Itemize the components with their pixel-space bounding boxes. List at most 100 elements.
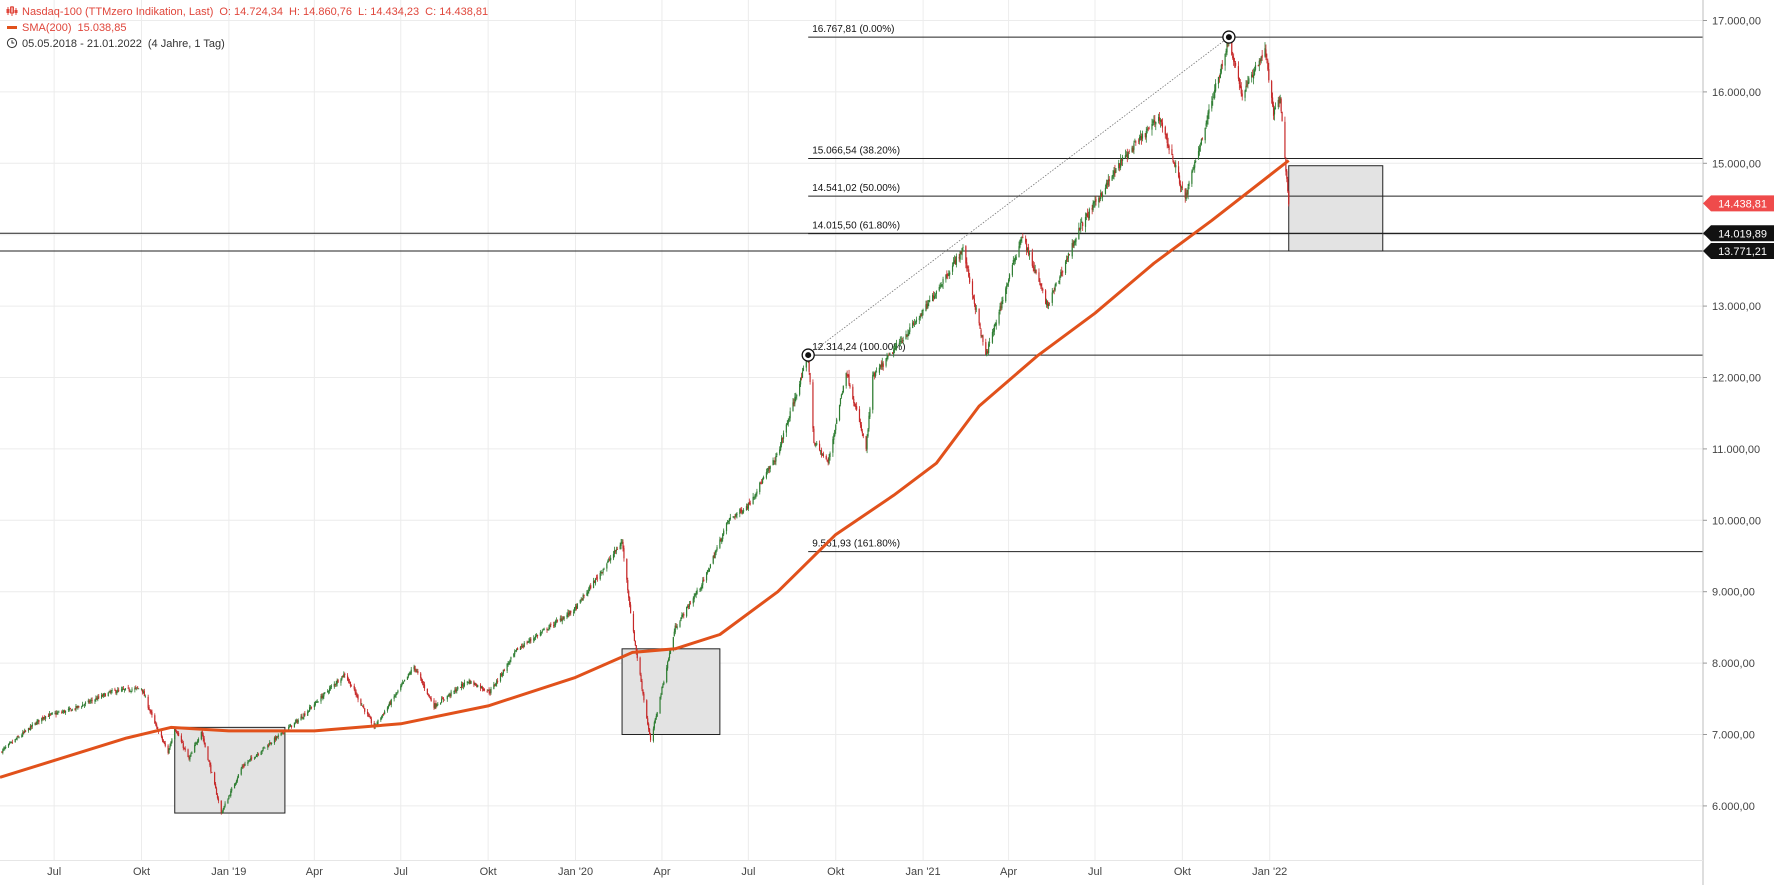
candle-body (689, 603, 692, 605)
candle-body (455, 689, 457, 692)
candle-body (18, 737, 20, 738)
candle-body (394, 695, 396, 697)
candle-body (888, 354, 890, 356)
candle-body (142, 691, 145, 693)
candle-body (760, 482, 762, 484)
candle-body (214, 772, 216, 785)
candle-body (872, 374, 874, 410)
candle-body (415, 670, 417, 672)
candle-body (180, 735, 182, 742)
candle-body (1061, 271, 1063, 273)
candle-body (816, 443, 818, 445)
candle-body (913, 323, 916, 325)
candle-body (555, 620, 558, 622)
candle-body (733, 516, 735, 518)
candle-body (315, 702, 317, 703)
candle-body (547, 629, 549, 631)
legend-range-row[interactable]: 05.05.2018 - 21.01.2022 (4 Jahre, 1 Tag) (6, 36, 488, 52)
candle-body (1026, 243, 1028, 252)
candle-body (109, 691, 111, 693)
candle-body (1284, 121, 1286, 158)
candle-body (919, 315, 921, 318)
candle-body (360, 699, 362, 705)
candle-body (593, 581, 596, 583)
candle-body (422, 683, 425, 685)
legend-sma-row[interactable]: SMA(200) 15.038,85 (6, 20, 488, 36)
candle-body (893, 349, 895, 355)
candle-body (353, 685, 355, 690)
grid-layer (0, 0, 1703, 860)
candle-body (729, 517, 731, 520)
candle-body (948, 273, 950, 276)
fib-trend-line[interactable] (807, 36, 1230, 356)
candle-body (98, 696, 100, 698)
candle-body (121, 689, 124, 690)
candle-body (160, 731, 163, 737)
highlight-box[interactable] (174, 726, 286, 814)
candle-body (176, 731, 178, 734)
x-tick-label: Jan '20 (558, 866, 593, 878)
candle-body (1253, 69, 1256, 75)
candle-body (242, 765, 244, 767)
candle-body (1191, 171, 1193, 184)
candle-body (1072, 243, 1074, 247)
candle-body (7, 743, 10, 747)
candle-body (1027, 247, 1030, 255)
candle-body (1124, 155, 1126, 159)
candle-body (922, 309, 924, 312)
candle-body (1165, 134, 1167, 136)
last-price-tag-label: 14.438,81 (1718, 198, 1767, 210)
legend-instrument-row[interactable]: Nasdaq-100 (TTMzero Indikation, Last) O:… (6, 4, 488, 20)
level-price-tag[interactable]: 13.771,21 (1703, 243, 1774, 260)
candle-body (1078, 227, 1080, 240)
candle-body (1214, 89, 1216, 98)
candle-body (417, 671, 419, 673)
sma-200-line[interactable] (0, 159, 1290, 779)
highlight-box[interactable] (621, 648, 721, 736)
x-tick-label: Jul (1088, 866, 1102, 878)
candle-body (988, 342, 991, 344)
candle-body (994, 324, 996, 326)
candle-body (54, 712, 56, 714)
y-tick-label: 7.000,00 (1712, 730, 1755, 742)
candle-body (508, 662, 510, 664)
candle-body (495, 683, 497, 686)
last-price-tag[interactable]: 14.438,81 (1703, 195, 1774, 212)
candle-body (1280, 98, 1282, 112)
candle-body (494, 684, 496, 686)
candle-body (1125, 155, 1127, 156)
candle-body (909, 327, 911, 332)
candle-body (294, 721, 296, 723)
legend-sma-label: SMA(200) (22, 22, 72, 34)
level-price-tag[interactable]: 14.019,89 (1703, 225, 1774, 242)
candle-body (184, 748, 186, 750)
candle-body (540, 632, 542, 634)
candle-body (590, 585, 592, 589)
candle-body (867, 429, 869, 437)
candle-body (1168, 145, 1170, 151)
candle-body (842, 385, 844, 392)
candle-body (582, 595, 584, 601)
candle-body (972, 296, 975, 299)
candle-body (129, 690, 131, 692)
candle-body (828, 456, 830, 464)
candle-body (946, 273, 948, 276)
candle-body (1267, 60, 1269, 70)
candle-body (1055, 282, 1057, 286)
candle-body (1254, 65, 1257, 70)
candle-body (1135, 141, 1137, 143)
candle-body (214, 783, 217, 789)
x-tick-label: Jul (741, 866, 755, 878)
candle-body (666, 667, 668, 683)
x-tick-label: Jan '21 (906, 866, 941, 878)
candle-body (649, 735, 652, 741)
candle-body (878, 367, 881, 373)
candle-body (978, 308, 980, 324)
candle-body (1134, 141, 1136, 143)
candle-body (329, 687, 332, 689)
candle-body (773, 460, 775, 462)
candle-body (94, 699, 96, 702)
highlight-box[interactable] (1288, 165, 1384, 252)
